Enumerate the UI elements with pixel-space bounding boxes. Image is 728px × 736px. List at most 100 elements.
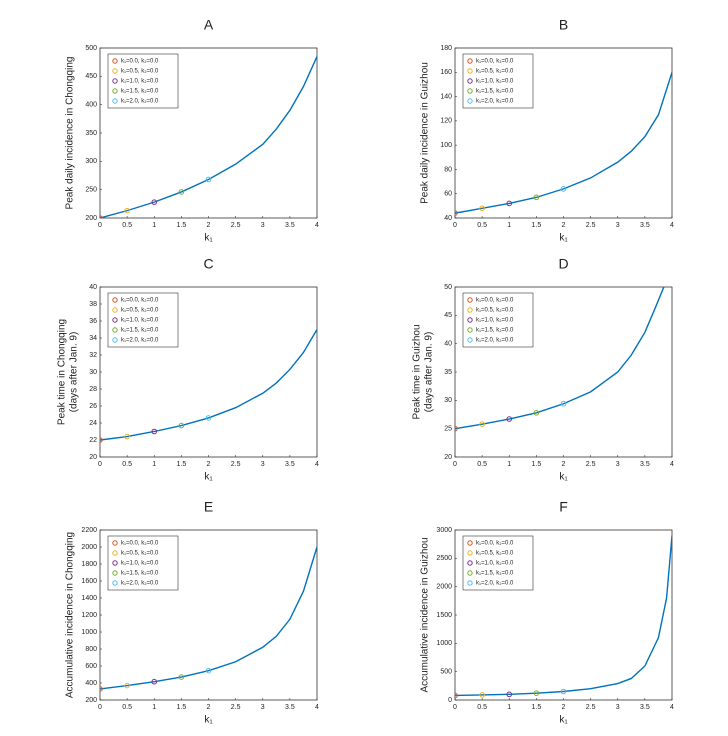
- x-tick-label: 4: [315, 461, 319, 468]
- x-tick-label: 1.5: [177, 222, 187, 229]
- panel: 0 0.5 1 1.5 2 2.5 3 3.5 4 200 250 300 350 400 450 500 Ak…: [65, 17, 319, 244]
- y-tick-label: 60: [444, 191, 452, 198]
- legend-marker: [467, 88, 473, 94]
- x-tick-label: 3: [261, 222, 265, 229]
- y-tick-label: 1500: [436, 612, 452, 619]
- plot-content: [455, 535, 672, 699]
- x-tick-label: 3: [616, 222, 620, 229]
- x-tick-label: 1.5: [532, 222, 542, 229]
- y-tick-label: 1000: [436, 640, 452, 647]
- x-tick-label: 1: [507, 222, 511, 229]
- legend-box: [462, 53, 534, 109]
- y-tick-label: 120: [440, 118, 452, 125]
- y-tick-label: 40: [89, 284, 97, 291]
- x-tick-label: 2.5: [231, 704, 241, 711]
- y-tick-label: 28: [89, 386, 97, 393]
- legend-box: [462, 535, 534, 591]
- marker: [533, 690, 540, 697]
- y-tick-label: 200: [85, 697, 97, 704]
- y-tick-label: 30: [444, 397, 452, 404]
- x-tick-label: 3: [616, 461, 620, 468]
- legend-marker: [112, 68, 118, 74]
- y-tick-label: 200: [85, 215, 97, 222]
- x-tick-label: 3.5: [640, 222, 650, 229]
- x-tick-label: 0: [98, 222, 102, 229]
- x-axis-label: k₁: [204, 472, 213, 483]
- y-tick-label: 350: [85, 130, 97, 137]
- legend-label: k₁=1.5, k₂=0.0: [121, 89, 159, 95]
- legend-marker: [112, 98, 118, 104]
- marker: [124, 682, 130, 689]
- x-tick-label: 1.5: [532, 461, 542, 468]
- x-tick-label: 1.5: [532, 704, 542, 711]
- x-axis-label: k₁: [204, 233, 213, 244]
- legend-marker: [467, 570, 473, 576]
- y-axis-label: Peak time in Guizhou: [412, 324, 423, 419]
- y-tick-label: 80: [444, 166, 452, 173]
- marker: [151, 199, 158, 205]
- legend-box: [107, 53, 179, 109]
- legend-marker: [112, 58, 118, 64]
- y-tick-label: 100: [440, 142, 452, 149]
- y-tick-label: 1400: [81, 595, 97, 602]
- y-tick-label: 400: [85, 102, 97, 109]
- y-tick-label: 1600: [81, 578, 97, 585]
- legend-marker: [112, 327, 118, 333]
- marker: [479, 205, 485, 212]
- x-tick-label: 2: [562, 222, 566, 229]
- x-tick-label: 0.5: [477, 222, 487, 229]
- y-tick-label: 30: [89, 369, 97, 376]
- legend-label: k₁=0.5, k₂=0.0: [121, 551, 159, 557]
- legend-marker: [467, 550, 473, 556]
- legend-marker: [112, 560, 118, 566]
- x-tick-label: 0.5: [122, 222, 132, 229]
- y-tick-label: 300: [85, 158, 97, 165]
- legend-label: k₁=1.0, k₂=0.0: [476, 318, 514, 324]
- y-tick-label: 32: [89, 352, 97, 359]
- x-tick-label: 2.5: [586, 222, 596, 229]
- legend-label: k₁=0.0, k₂=0.0: [476, 59, 514, 65]
- x-tick-label: 0: [453, 704, 457, 711]
- marker: [479, 421, 485, 427]
- y-tick-label: 25: [444, 426, 452, 433]
- x-tick-label: 0: [453, 461, 457, 468]
- chart-title: D: [558, 256, 568, 272]
- legend: k₁=0.0, k₂=0.0 k₁=0.5, k₂=0.0 k₁=1.0, k₂=0…: [462, 535, 534, 591]
- line: [100, 546, 317, 690]
- legend-marker: [112, 307, 118, 313]
- y-tick-label: 3000: [436, 527, 452, 534]
- plot-content: [100, 546, 317, 692]
- x-tick-label: 4: [315, 704, 319, 711]
- marker: [178, 189, 185, 195]
- x-tick-label: 4: [670, 704, 674, 711]
- y-tick-label: 500: [440, 669, 452, 676]
- legend-label: k₁=0.0, k₂=0.0: [121, 59, 159, 65]
- x-tick-label: 0.5: [122, 461, 132, 468]
- y-tick-label: 400: [85, 680, 97, 687]
- y-tick-label: 22: [89, 437, 97, 444]
- legend-marker: [112, 570, 118, 576]
- x-tick-label: 2.5: [231, 461, 241, 468]
- legend-box: [107, 292, 179, 348]
- y-tick-label: 180: [440, 45, 452, 52]
- legend-label: k₁=1.0, k₂=0.0: [121, 79, 159, 85]
- y-tick-label: 2000: [436, 584, 452, 591]
- legend-marker: [467, 540, 473, 546]
- y-tick-label: 24: [89, 420, 97, 427]
- legend-label: k₁=1.0, k₂=0.0: [121, 561, 159, 567]
- legend-marker: [467, 337, 473, 343]
- legend-label: k₁=1.0, k₂=0.0: [476, 79, 514, 85]
- legend-marker: [467, 327, 473, 333]
- legend-marker: [112, 88, 118, 94]
- legend-box: [462, 292, 534, 348]
- marker: [100, 437, 103, 443]
- x-axis-label: k₁: [559, 233, 568, 244]
- plot-content: [455, 287, 665, 432]
- legend-label: k₁=0.5, k₂=0.0: [476, 69, 514, 75]
- marker: [151, 428, 158, 435]
- y-tick-label: 20: [444, 454, 452, 461]
- y-tick-label: 450: [85, 73, 97, 80]
- legend-label: k₁=0.5, k₂=0.0: [476, 551, 514, 557]
- x-tick-label: 3: [616, 704, 620, 711]
- marker: [506, 691, 513, 698]
